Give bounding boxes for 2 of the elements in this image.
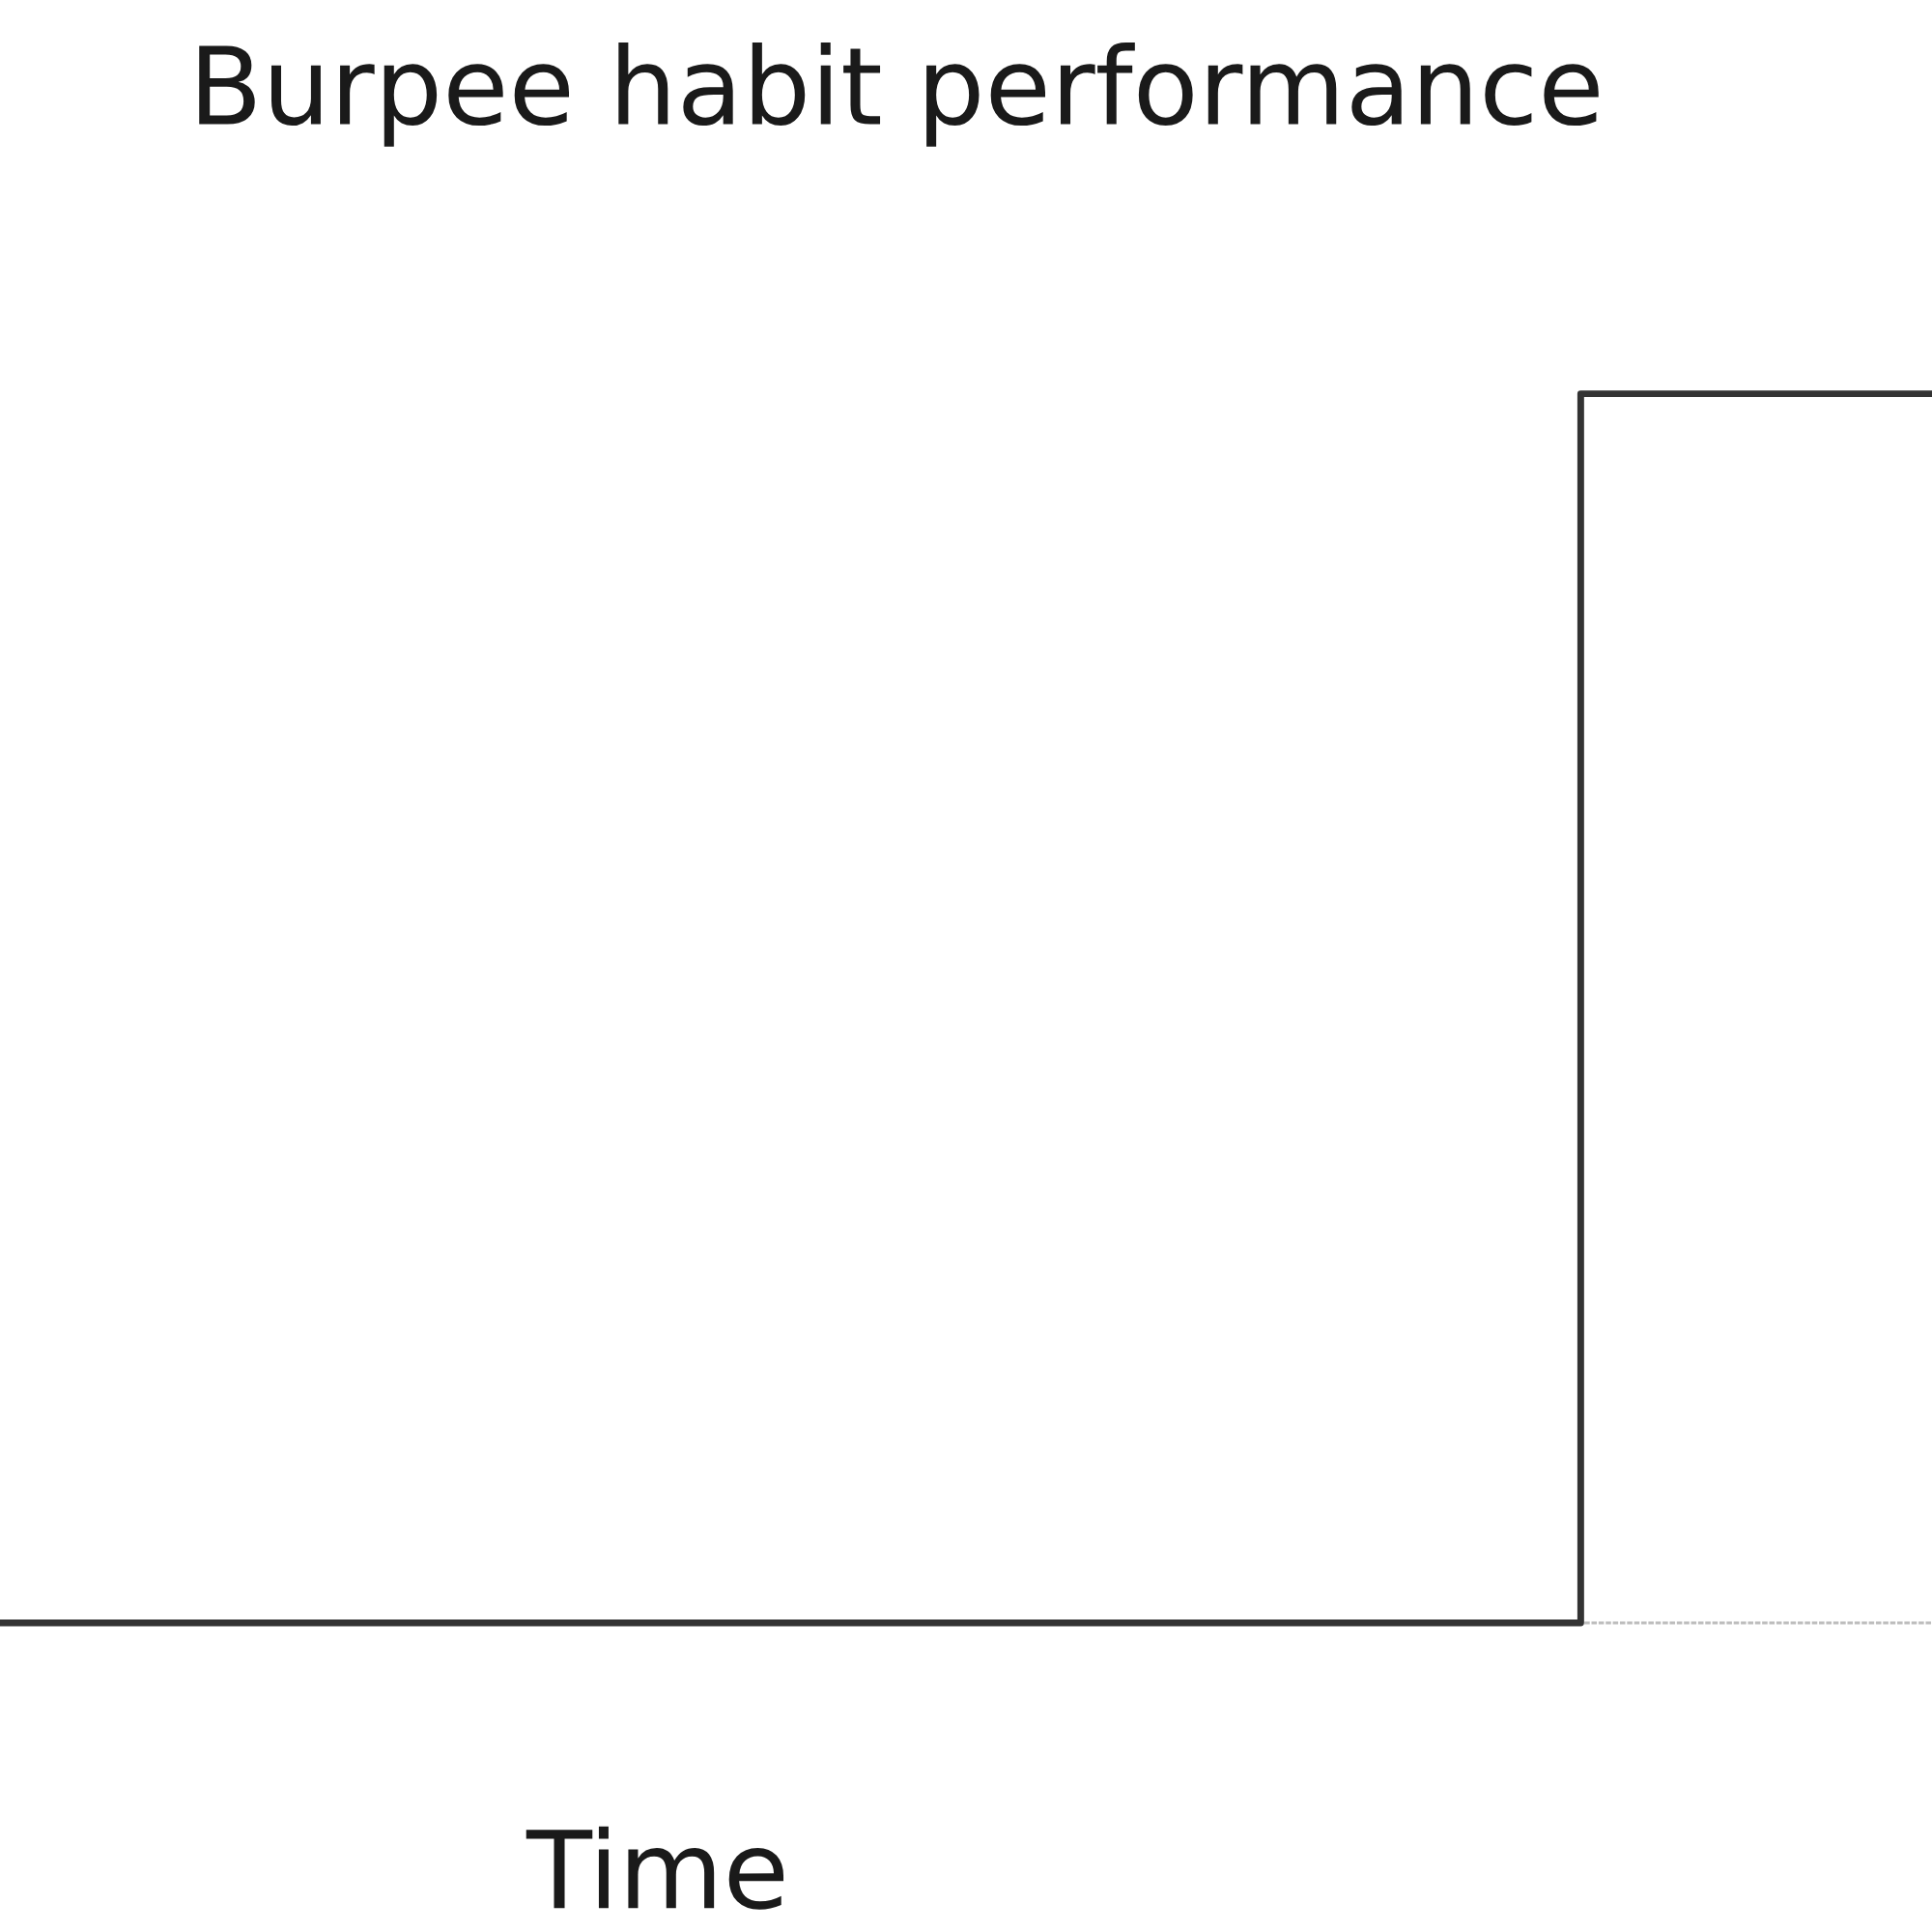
- x-axis-title: Time: [526, 1826, 784, 1910]
- chart-title: Burpee habit performance: [199, 43, 1599, 147]
